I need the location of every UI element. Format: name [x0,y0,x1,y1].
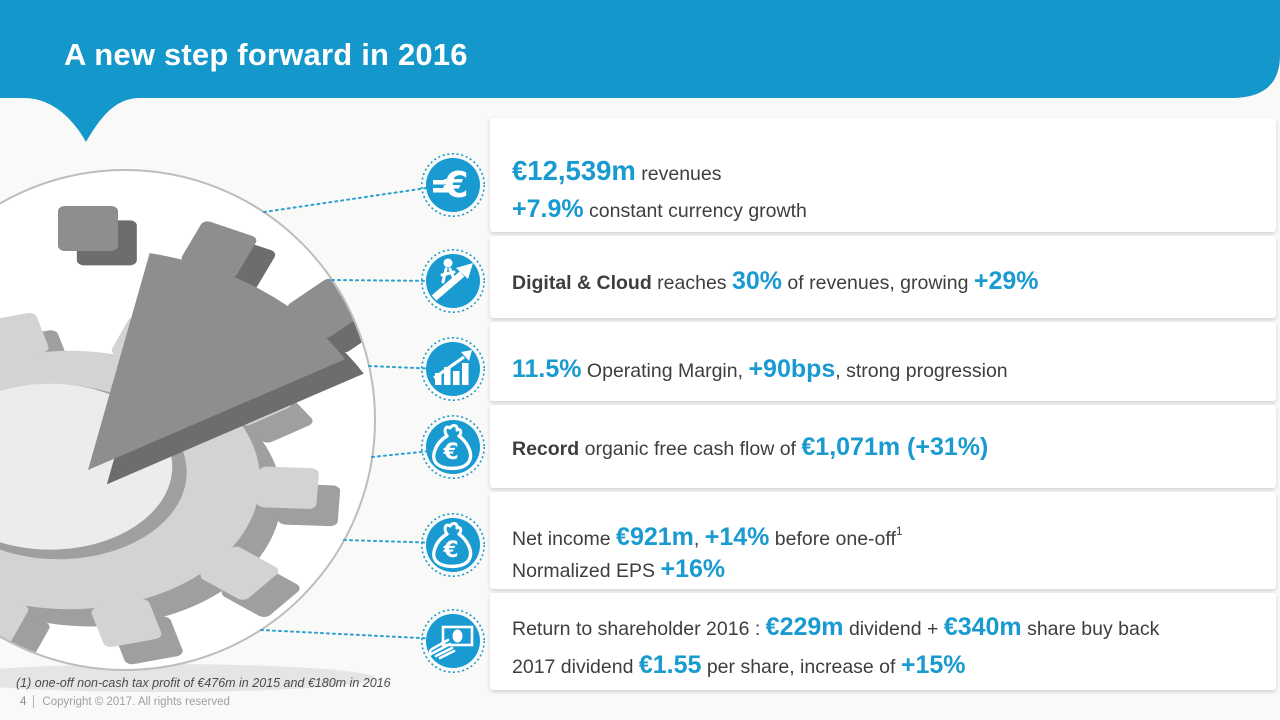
svg-text:€: € [442,165,468,206]
kpi-text-line: Digital & Cloud reaches 30% of revenues,… [512,262,1280,300]
kpi-text-line: +7.9% constant currency growth [512,190,1280,228]
gear-illustration [0,169,441,692]
text-segment: dividend + [843,618,944,640]
text-segment: before one-off [769,528,896,550]
connector-row-1 [263,185,441,213]
row-card [490,593,1276,690]
kpi-row: Digital & Cloud reaches 30% of revenues,… [420,248,1280,314]
text-segment: 30% [731,267,783,295]
row-card [490,118,1276,232]
kpi-text: 11.5% Operating Margin, +90bps, strong p… [512,336,1280,388]
footer-divider [33,695,35,708]
svg-text:€: € [442,538,458,563]
text-segment: organic free cash flow of [579,438,802,460]
text-segment: 11.5% [512,355,582,383]
kpi-text: €12,539m revenues +7.9% constant currency… [512,152,1280,228]
text-segment: €1,071m (+31%) [801,433,989,461]
text-segment: of revenues, growing [782,272,974,294]
text-segment: , [693,528,705,550]
text-segment: Return to shareholder 2016 : [512,618,766,640]
payment-hand-icon [420,608,486,674]
text-segment: revenues [635,163,722,185]
header-banner-shape [0,0,1280,142]
text-segment: +16% [660,555,726,583]
money-bag-icon: € [420,512,486,578]
kpi-text-line: €12,539m revenues [512,152,1280,190]
kpi-text: Net income €921m, +14% before one-off1 No… [512,512,1280,588]
kpi-row: € Net income €921m, +14% before one-off1… [420,512,1280,583]
text-segment: €12,539m [512,155,636,186]
row-card [490,405,1276,488]
text-segment: Net income [512,528,617,550]
footnote: (1) one-off non-cash tax profit of €476m… [16,676,391,690]
text-segment: €340m [943,613,1022,641]
kpi-row: Return to shareholder 2016 : €229m divid… [420,608,1280,679]
gear-group [0,171,374,669]
kpi-text-line: 2017 dividend €1.55 per share, increase … [512,646,1280,684]
connector-row-2 [331,279,441,282]
kpi-row: € €12,539m revenues +7.9% constant curren… [420,152,1280,223]
text-segment: Operating Margin, [581,360,749,382]
footer: 4 Copyright © 2017. All rights reserved [20,695,230,708]
growth-person-icon [420,248,486,314]
kpi-text-line: Return to shareholder 2016 : €229m divid… [512,608,1280,646]
text-segment: share buy back [1021,618,1160,640]
kpi-text-line: Net income €921m, +14% before one-off1 [512,512,1280,551]
text-segment: €229m [765,613,844,641]
connector-row-5 [343,539,441,544]
row-card [490,492,1276,589]
row-card [490,236,1276,318]
text-segment: per share, increase of [701,656,901,678]
text-segment: Record [512,438,580,460]
row-card [490,322,1276,401]
euro-coin-icon: € [420,152,486,218]
kpi-text-line: 11.5% Operating Margin, +90bps, strong p… [512,350,1280,388]
kpi-text-line: Normalized EPS +16% [512,550,1280,588]
text-segment: +29% [973,267,1039,295]
circle-shadow [0,664,375,692]
svg-text:€: € [442,440,458,465]
money-bag-icon: € [420,414,486,480]
kpi-row: € Record organic free cash flow of €1,07… [420,414,1280,480]
text-segment: €921m [616,523,694,551]
text-segment: €1.55 [638,651,702,679]
text-segment: Normalized EPS [512,560,661,582]
text-segment: +90bps [748,355,836,383]
kpi-row: 11.5% Operating Margin, +90bps, strong p… [420,336,1280,402]
text-segment: 2017 dividend [512,656,639,678]
header-banner [0,0,1280,142]
text-segment: constant currency growth [583,200,807,222]
text-segment: +7.9% [512,195,584,223]
text-segment: , strong progression [835,360,1008,382]
kpi-text: Record organic free cash flow of €1,071m… [512,414,1280,466]
bar-chart-growth-icon [420,336,486,402]
copyright-text: Copyright © 2017. All rights reserved [42,695,230,708]
text-segment: +14% [704,523,770,551]
kpi-text-line: Record organic free cash flow of €1,071m… [512,428,1280,466]
text-segment: Digital & Cloud [512,272,652,294]
connector-row-6 [260,629,441,640]
slide-title: A new step forward in 2016 [64,37,468,72]
page-number: 4 [20,695,27,708]
text-segment: 1 [895,524,903,538]
kpi-text: Return to shareholder 2016 : €229m divid… [512,608,1280,684]
text-segment: reaches [651,272,732,294]
text-segment: +15% [900,651,966,679]
kpi-text: Digital & Cloud reaches 30% of revenues,… [512,248,1280,300]
